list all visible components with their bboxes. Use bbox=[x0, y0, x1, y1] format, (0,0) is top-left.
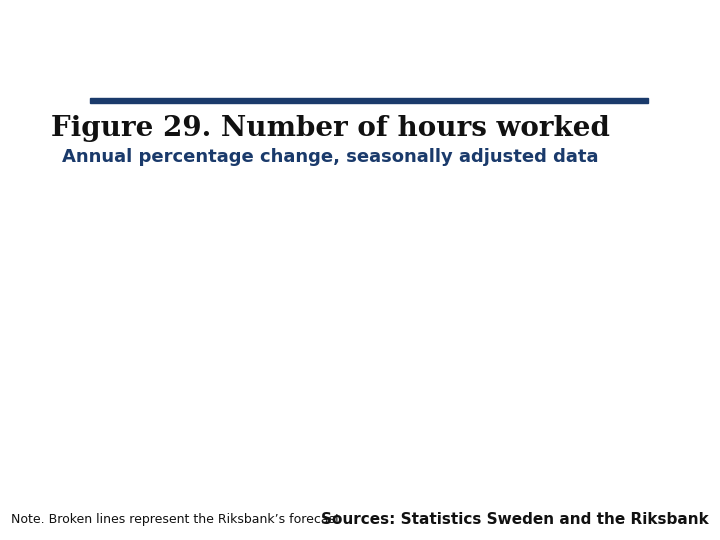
Text: Sources: Statistics Sweden and the Riksbank: Sources: Statistics Sweden and the Riksb… bbox=[321, 511, 709, 526]
Text: Note. Broken lines represent the Riksbank’s forecast: Note. Broken lines represent the Riksban… bbox=[11, 514, 340, 526]
Text: Figure 29. Number of hours worked: Figure 29. Number of hours worked bbox=[50, 114, 609, 141]
FancyBboxPatch shape bbox=[90, 98, 648, 103]
Text: Annual percentage change, seasonally adjusted data: Annual percentage change, seasonally adj… bbox=[62, 148, 598, 166]
Text: SVERIGES: SVERIGES bbox=[651, 67, 690, 73]
Text: RIKSBANK: RIKSBANK bbox=[650, 79, 690, 85]
